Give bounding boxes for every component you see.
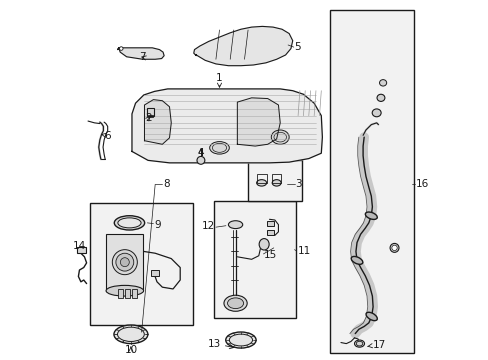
Text: 12: 12 xyxy=(202,221,215,231)
Text: 17: 17 xyxy=(367,340,386,350)
Ellipse shape xyxy=(106,285,143,296)
Text: 13: 13 xyxy=(207,339,233,349)
Ellipse shape xyxy=(376,94,384,102)
Text: 8: 8 xyxy=(163,179,169,189)
Text: 6: 6 xyxy=(102,131,111,141)
Bar xyxy=(266,221,273,226)
Ellipse shape xyxy=(119,47,123,50)
Ellipse shape xyxy=(366,312,377,321)
Bar xyxy=(148,114,153,117)
Polygon shape xyxy=(132,89,322,163)
Bar xyxy=(329,10,413,353)
Text: 16: 16 xyxy=(415,179,428,189)
Polygon shape xyxy=(193,26,292,66)
Ellipse shape xyxy=(271,130,288,144)
Text: 14: 14 xyxy=(73,241,86,251)
Ellipse shape xyxy=(120,258,129,267)
Bar xyxy=(272,174,281,183)
Ellipse shape xyxy=(272,180,281,186)
Ellipse shape xyxy=(379,80,386,86)
Bar xyxy=(214,202,296,318)
Text: 11: 11 xyxy=(297,247,310,256)
Text: 3: 3 xyxy=(295,179,301,189)
Ellipse shape xyxy=(209,141,229,154)
Ellipse shape xyxy=(350,256,362,264)
Ellipse shape xyxy=(365,212,377,220)
Polygon shape xyxy=(118,48,164,59)
Ellipse shape xyxy=(116,253,134,271)
Ellipse shape xyxy=(259,239,268,250)
Bar xyxy=(77,247,85,253)
Bar xyxy=(256,174,266,183)
Polygon shape xyxy=(144,100,171,144)
Ellipse shape xyxy=(225,332,256,348)
Text: 1: 1 xyxy=(216,73,223,87)
Ellipse shape xyxy=(224,295,246,311)
Ellipse shape xyxy=(118,218,141,228)
Bar xyxy=(266,230,273,235)
Text: 7: 7 xyxy=(139,52,146,62)
Text: 2: 2 xyxy=(145,113,152,123)
Text: 9: 9 xyxy=(154,220,161,230)
Ellipse shape xyxy=(114,216,144,230)
Bar xyxy=(90,203,192,325)
Bar xyxy=(132,289,137,298)
Text: 4: 4 xyxy=(197,148,204,158)
Text: 15: 15 xyxy=(264,250,277,260)
Ellipse shape xyxy=(228,221,242,229)
Bar xyxy=(124,289,130,298)
Bar xyxy=(106,234,143,291)
Polygon shape xyxy=(237,98,280,146)
Ellipse shape xyxy=(389,243,398,252)
Ellipse shape xyxy=(354,340,364,347)
Bar xyxy=(147,108,153,116)
Ellipse shape xyxy=(371,109,380,117)
Bar xyxy=(151,270,159,276)
Ellipse shape xyxy=(197,157,204,164)
Ellipse shape xyxy=(114,325,147,343)
Ellipse shape xyxy=(227,298,243,309)
Text: 10: 10 xyxy=(124,345,137,355)
Ellipse shape xyxy=(256,180,266,186)
Ellipse shape xyxy=(391,245,396,251)
Text: 5: 5 xyxy=(294,42,301,52)
Ellipse shape xyxy=(112,249,137,275)
Bar xyxy=(247,160,301,202)
Bar xyxy=(118,289,123,298)
